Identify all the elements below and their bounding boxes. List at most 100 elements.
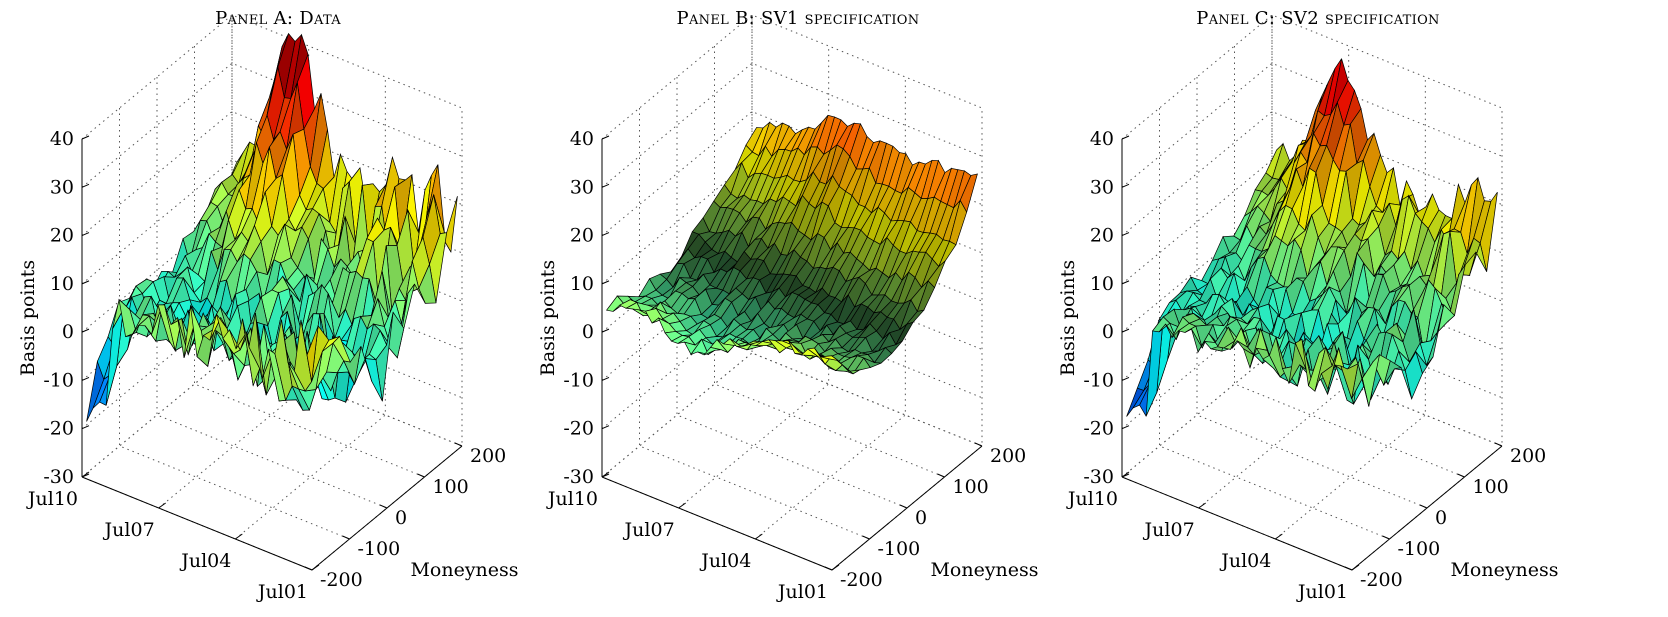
date-tick-label: Jul10	[26, 488, 78, 510]
moneyness-axis-label: Moneyness	[930, 559, 1038, 581]
moneyness-tick-mark	[862, 535, 870, 540]
moneyness-tick-label: 100	[433, 476, 469, 498]
date-tick-mark	[678, 502, 686, 509]
panel-title: Panel B: SV1 specification	[676, 8, 920, 29]
z-tick-label: 20	[50, 225, 74, 247]
z-tick-mark	[601, 280, 610, 285]
date-tick-mark	[81, 471, 90, 478]
surface	[605, 114, 978, 375]
date-tick-mark	[1351, 564, 1360, 571]
date-tick-label: Jul04	[1219, 550, 1271, 572]
moneyness-axis-label: Moneyness	[1450, 559, 1558, 581]
moneyness-tick-label: -100	[358, 538, 401, 560]
z-tick-mark	[1121, 232, 1130, 237]
z-tick-mark	[81, 135, 90, 140]
moneyness-tick-mark	[1457, 473, 1465, 478]
z-tick-label: 20	[1090, 225, 1114, 247]
z-tick-label: -20	[563, 418, 594, 440]
date-axis-line	[81, 476, 313, 571]
moneyness-tick-mark	[1494, 442, 1503, 447]
z-tick-label: 40	[50, 128, 74, 150]
moneyness-tick-label: 200	[470, 445, 506, 467]
panel-title: Panel C: SV2 specification	[1196, 8, 1440, 29]
date-tick-label: Jul10	[1066, 488, 1118, 510]
surface	[86, 32, 458, 422]
z-tick-mark	[81, 183, 90, 188]
date-tick-mark	[158, 502, 166, 509]
z-tick-label: -30	[563, 466, 594, 488]
z-tick-mark	[601, 328, 610, 333]
moneyness-tick-label: 200	[1510, 445, 1546, 467]
z-tick-mark	[1121, 425, 1130, 430]
moneyness-tick-mark	[899, 504, 908, 509]
z-tick-mark	[601, 232, 610, 237]
z-tick-mark	[1121, 328, 1130, 333]
moneyness-tick-label: 100	[953, 476, 989, 498]
moneyness-tick-label: -100	[1398, 538, 1441, 560]
z-tick-label: -20	[1083, 418, 1114, 440]
z-gridline	[601, 14, 983, 140]
date-tick-mark	[755, 533, 763, 540]
z-tick-label: 10	[1090, 273, 1114, 295]
moneyness-tick-mark	[379, 504, 388, 509]
z-tick-mark	[601, 425, 610, 430]
z-tick-mark	[601, 135, 610, 140]
date-tick-label: Jul01	[1296, 581, 1348, 603]
z-tick-label: 30	[50, 176, 74, 198]
moneyness-tick-label: 200	[990, 445, 1026, 467]
z-tick-label: 0	[1102, 321, 1114, 343]
z-tick-label: 0	[582, 321, 594, 343]
date-tick-mark	[1121, 471, 1130, 478]
z-tick-mark	[601, 376, 610, 381]
moneyness-tick-label: -200	[320, 569, 363, 591]
moneyness-tick-mark	[1344, 566, 1353, 571]
z-tick-mark	[81, 232, 90, 237]
date-tick-mark	[311, 564, 320, 571]
z-tick-label: -30	[43, 466, 74, 488]
z-axis-label: Basis points	[1057, 260, 1079, 376]
z-tick-mark	[81, 376, 90, 381]
moneyness-axis-label: Moneyness	[410, 559, 518, 581]
z-tick-label: 30	[570, 176, 594, 198]
date-tick-mark	[235, 533, 243, 540]
z-tick-label: 20	[570, 225, 594, 247]
moneyness-tick-mark	[1419, 504, 1428, 509]
z-tick-label: -30	[1083, 466, 1114, 488]
date-tick-label: Jul01	[256, 581, 308, 603]
date-tick-label: Jul07	[1143, 519, 1195, 541]
z-tick-mark	[1121, 376, 1130, 381]
surface-patch	[300, 319, 319, 382]
z-tick-mark	[601, 183, 610, 188]
moneyness-tick-mark	[454, 442, 463, 447]
moneyness-tick-label: 0	[1435, 507, 1447, 529]
date-tick-label: Jul04	[699, 550, 751, 572]
date-tick-label: Jul01	[776, 581, 828, 603]
z-tick-mark	[81, 425, 90, 430]
panel-a: Panel A: Data -30 -20 -10 0 10 20 30 40 Jul01 Jul…	[0, 0, 556, 617]
moneyness-tick-mark	[937, 473, 945, 478]
z-tick-label: 0	[62, 321, 74, 343]
z-tick-label: -10	[1083, 369, 1114, 391]
surface-patch	[820, 355, 839, 361]
z-tick-label: 40	[1090, 128, 1114, 150]
surface-plot-b: -30-20-10010203040Jul01Jul04Jul07Jul10-2…	[537, 14, 1039, 603]
panel-b: Panel B: SV1 specification -30 -20 -10 0 10 2…	[520, 0, 1076, 617]
axes: -30-20-10010203040Jul01Jul04Jul07Jul10-2…	[537, 128, 1039, 603]
z-tick-label: 10	[50, 273, 74, 295]
moneyness-tick-mark	[417, 473, 425, 478]
date-tick-label: Jul07	[103, 519, 155, 541]
panel-c: Panel C: SV2 specification -30 -20 -10 0 10 2…	[1040, 0, 1596, 617]
z-tick-label: -10	[43, 369, 74, 391]
moneyness-tick-label: -200	[1360, 569, 1403, 591]
moneyness-tick-label: 0	[915, 507, 927, 529]
moneyness-tick-mark	[824, 566, 833, 571]
z-tick-label: -10	[563, 369, 594, 391]
moneyness-tick-mark	[974, 442, 983, 447]
z-tick-label: 30	[1090, 176, 1114, 198]
date-tick-mark	[601, 471, 610, 478]
z-tick-label: -20	[43, 418, 74, 440]
date-tick-mark	[1198, 502, 1206, 509]
surface	[1126, 58, 1498, 417]
moneyness-tick-label: 0	[395, 507, 407, 529]
date-axis-line	[1121, 476, 1353, 571]
